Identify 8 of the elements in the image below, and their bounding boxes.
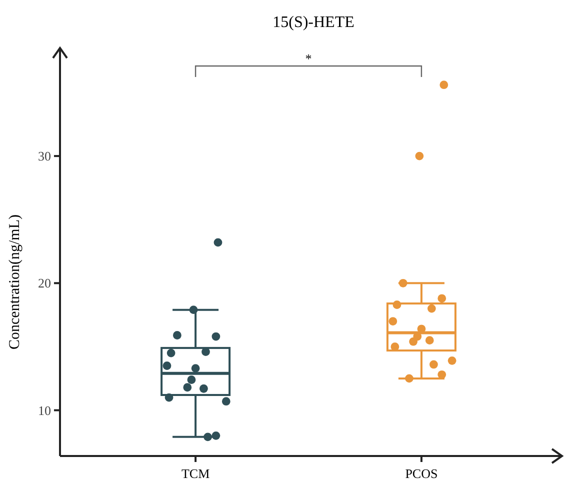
y-axis-title: Concentration(ng/mL) [7,214,23,350]
x-tick-label: PCOS [405,466,438,481]
x-tick-label: TCM [181,466,210,481]
y-tick-label: 20 [38,276,51,291]
y-tick-label: 30 [38,148,51,164]
chart-title: 15(S)-HETE [272,14,354,31]
annotation: * [305,51,312,66]
y-tick-label: 10 [38,402,51,418]
